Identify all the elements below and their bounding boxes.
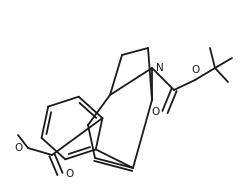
Text: O: O <box>191 65 199 75</box>
Text: O: O <box>152 107 160 117</box>
Text: O: O <box>15 143 23 153</box>
Text: O: O <box>65 169 73 179</box>
Text: N: N <box>156 63 164 73</box>
